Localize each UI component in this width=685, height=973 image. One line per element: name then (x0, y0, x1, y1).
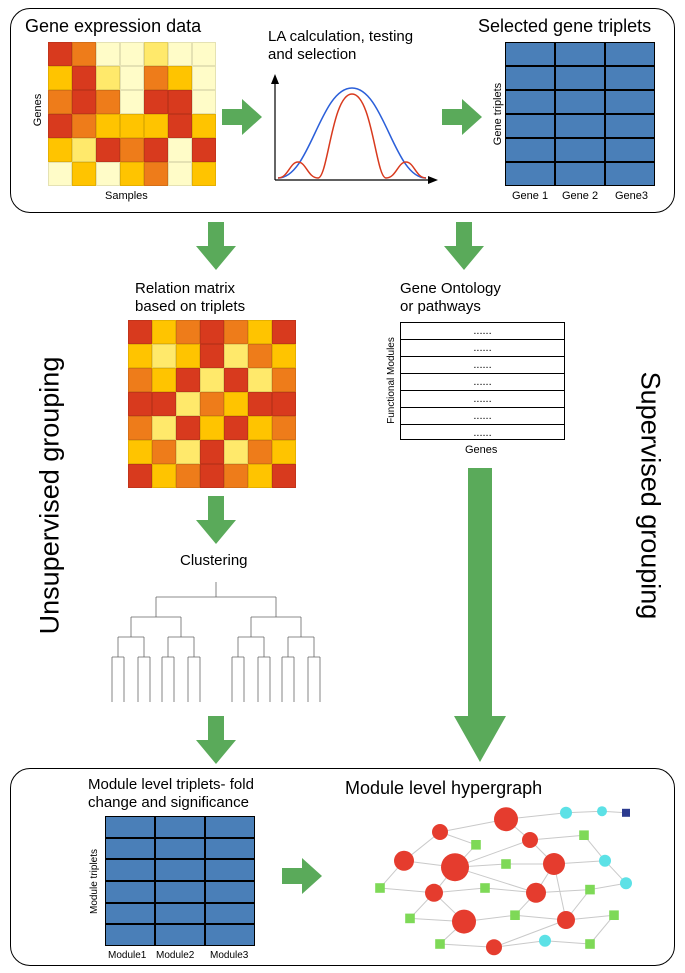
gene-expr-xlabel: Samples (105, 190, 148, 202)
module-triplets-ylabel: Module triplets (89, 849, 100, 914)
arrow-long-right (450, 466, 510, 766)
la-curve (260, 70, 440, 190)
arrow-bottom-mid (280, 854, 324, 898)
arrow-to-clustering (192, 494, 240, 546)
module-triplets-grid (105, 816, 255, 946)
triplets-x3: Gene3 (615, 190, 648, 202)
go-title: Gene Ontology or pathways (400, 280, 501, 316)
module-triplets-title: Module level triplets- fold change and s… (88, 776, 254, 812)
arrow-down-right (440, 220, 488, 272)
triplets-ylabel: Gene triplets (492, 83, 504, 145)
gene-expr-heatmap (48, 42, 216, 186)
hypergraph-network (350, 800, 650, 960)
triplets-title: Selected gene triplets (478, 16, 651, 37)
gene-expr-ylabel: Genes (32, 94, 44, 126)
supervised-label: Supervised grouping (635, 346, 666, 646)
relation-heatmap (128, 320, 296, 488)
triplets-x2: Gene 2 (562, 190, 598, 202)
go-xlabel: Genes (465, 444, 497, 456)
gene-expr-title: Gene expression data (25, 16, 201, 37)
dendrogram (106, 572, 326, 712)
arrow-top-2 (440, 95, 484, 139)
hypergraph-title: Module level hypergraph (345, 778, 542, 799)
module-x1: Module1 (108, 950, 146, 961)
module-x2: Module2 (156, 950, 194, 961)
clustering-title: Clustering (180, 552, 248, 569)
triplets-grid (505, 42, 655, 186)
arrow-top-1 (220, 95, 264, 139)
go-table: ........................................… (400, 322, 565, 440)
relation-title: Relation matrix based on triplets (135, 280, 245, 316)
arrow-to-bottom (192, 714, 240, 766)
arrow-down-left (192, 220, 240, 272)
go-ylabel: Functional Modules (386, 337, 397, 424)
triplets-x1: Gene 1 (512, 190, 548, 202)
module-x3: Module3 (210, 950, 248, 961)
la-text: LA calculation, testing and selection (268, 28, 413, 64)
unsupervised-label: Unsupervised grouping (35, 346, 66, 646)
